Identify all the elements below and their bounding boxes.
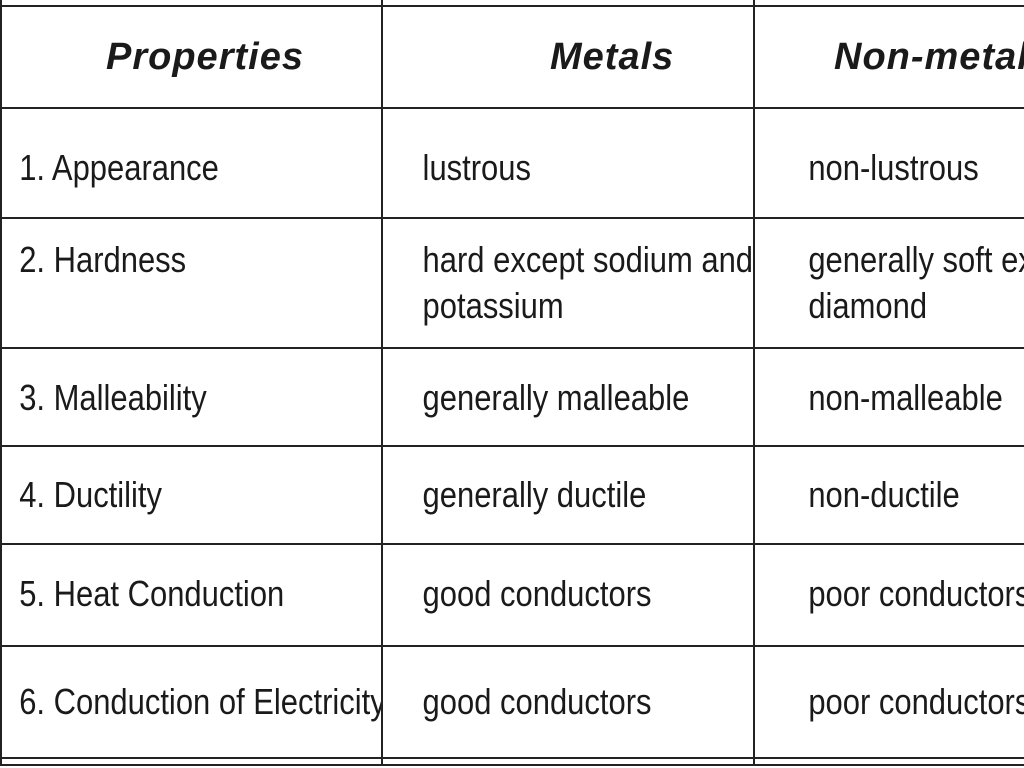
header-non-metals: Non-metals (753, 5, 1024, 109)
table-top-strip (0, 0, 1024, 7)
table-header-row: Properties Metals Non-metals (0, 5, 1024, 109)
non-metals-cell: generally soft ex diamond (753, 217, 1024, 349)
table-row-hardness: 2. Hardness hard except sodium and potas… (0, 217, 1024, 349)
non-metals-cell: non-ductile (753, 445, 1024, 545)
property-cell: 4. Ductility (0, 445, 383, 545)
table-row-appearance: 1. Appearance lustrous non-lustrous (0, 107, 1024, 219)
table-row-ductility: 4. Ductility generally ductile non-ducti… (0, 445, 1024, 545)
property-cell: 1. Appearance (0, 107, 383, 219)
non-metals-cell: poor conductors (753, 645, 1024, 759)
non-metals-cell: non-lustrous (753, 107, 1024, 219)
property-cell: 5. Heat Conduction (0, 543, 383, 647)
property-cell: 6. Conduction of Electricity (0, 645, 383, 759)
metals-cell: hard except sodium and potassium (381, 217, 755, 349)
property-cell: 2. Hardness (0, 217, 383, 349)
metals-cell: generally ductile (381, 445, 755, 545)
metals-cell: generally malleable (381, 347, 755, 447)
non-metals-cell: non-malleable (753, 347, 1024, 447)
header-metals: Metals (381, 5, 755, 109)
property-cell: 3. Malleability (0, 347, 383, 447)
table-row-heat-conduction: 5. Heat Conduction good conductors poor … (0, 543, 1024, 647)
table-bottom-strip (0, 758, 1024, 766)
table-row-malleability: 3. Malleability generally malleable non-… (0, 347, 1024, 447)
metals-cell: good conductors (381, 645, 755, 759)
header-properties: Properties (0, 5, 383, 109)
non-metals-cell: poor conductors (753, 543, 1024, 647)
metals-cell: good conductors (381, 543, 755, 647)
metals-cell: lustrous (381, 107, 755, 219)
table-row-conduction-of-electricity: 6. Conduction of Electricity good conduc… (0, 645, 1024, 759)
